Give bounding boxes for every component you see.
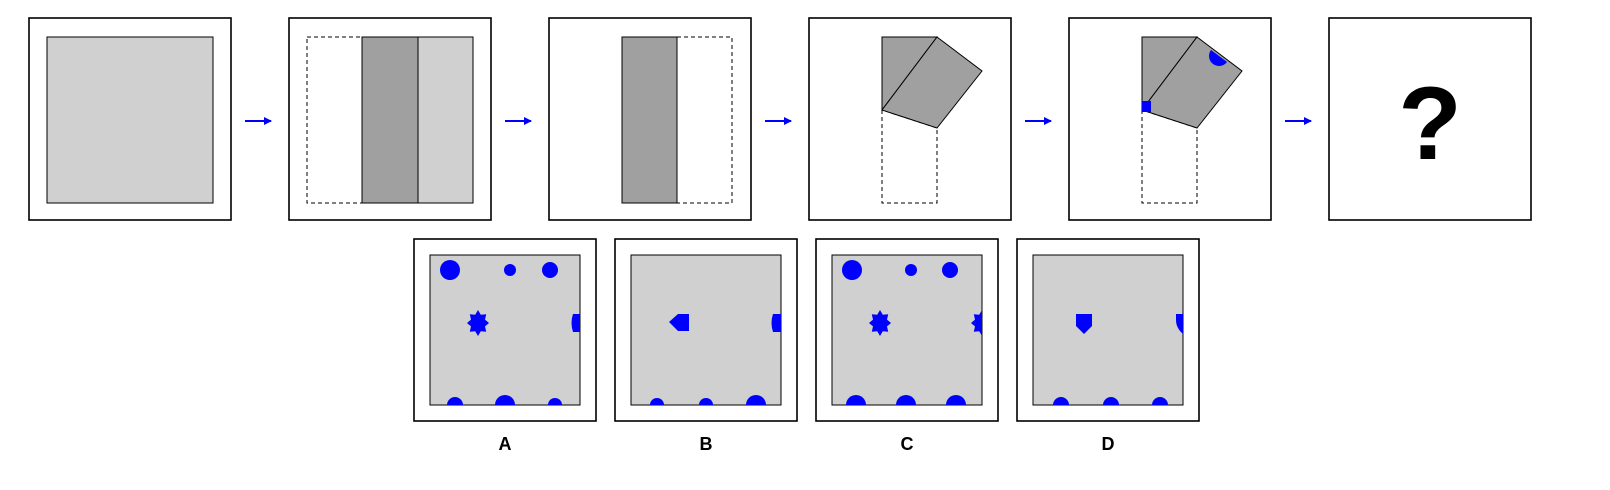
paper-square [429, 254, 581, 406]
hole-edge [1053, 397, 1069, 405]
option-label: A [499, 434, 512, 454]
hole-shield [1076, 314, 1092, 334]
folded-strip [621, 36, 678, 204]
paper-square [1032, 254, 1184, 406]
paper-square [630, 254, 782, 406]
step-3-folded-strip [548, 17, 752, 221]
hole-circle [842, 260, 862, 280]
hole-half-star [971, 310, 982, 336]
hole-edge [1103, 397, 1119, 405]
paper-square [46, 36, 214, 204]
option-label: D [1102, 434, 1115, 454]
fold-outline [881, 109, 938, 204]
hole-edge [447, 397, 463, 405]
paper-square [831, 254, 983, 406]
hole-tab [1176, 314, 1183, 334]
option-d[interactable]: D [1016, 238, 1200, 454]
hole-star [869, 310, 891, 336]
step-6-question: ? [1328, 17, 1532, 221]
option-c[interactable]: C [815, 238, 999, 454]
punched-hole-semicircle [1209, 50, 1227, 66]
hole-edge [746, 395, 766, 405]
panel-frame [1328, 17, 1532, 221]
fold-outline [1141, 109, 1198, 204]
hole-edge [946, 395, 966, 405]
hole-edge [699, 398, 713, 405]
option-label: B [700, 434, 713, 454]
folded-flap [881, 36, 983, 129]
question-mark: ? [1398, 66, 1462, 182]
hole-circle [504, 264, 516, 276]
hole-edge [495, 395, 515, 405]
hole-edge [650, 398, 664, 405]
hole-tab [771, 314, 781, 332]
hole-arrow-shape [669, 314, 689, 331]
option-b[interactable]: B [614, 238, 798, 454]
hole-circle [440, 260, 460, 280]
hole-circle [905, 264, 917, 276]
step-4-fold-diagonal [808, 17, 1012, 221]
hole-circle [942, 262, 958, 278]
hole-edge [846, 395, 866, 405]
option-a[interactable]: A [413, 238, 597, 454]
hole-tab [571, 314, 580, 332]
folded-flap [361, 36, 419, 204]
punched-hole-square [1142, 101, 1151, 112]
hole-star [467, 310, 489, 336]
hole-edge [896, 395, 916, 405]
step-2-fold-left [288, 17, 492, 221]
step-5-punched [1068, 17, 1272, 221]
paper-remaining [417, 36, 474, 204]
hole-edge [1152, 397, 1168, 405]
hole-edge [548, 398, 562, 405]
step-1-unfolded-square [28, 17, 232, 221]
hole-circle [542, 262, 558, 278]
option-label: C [901, 434, 914, 454]
